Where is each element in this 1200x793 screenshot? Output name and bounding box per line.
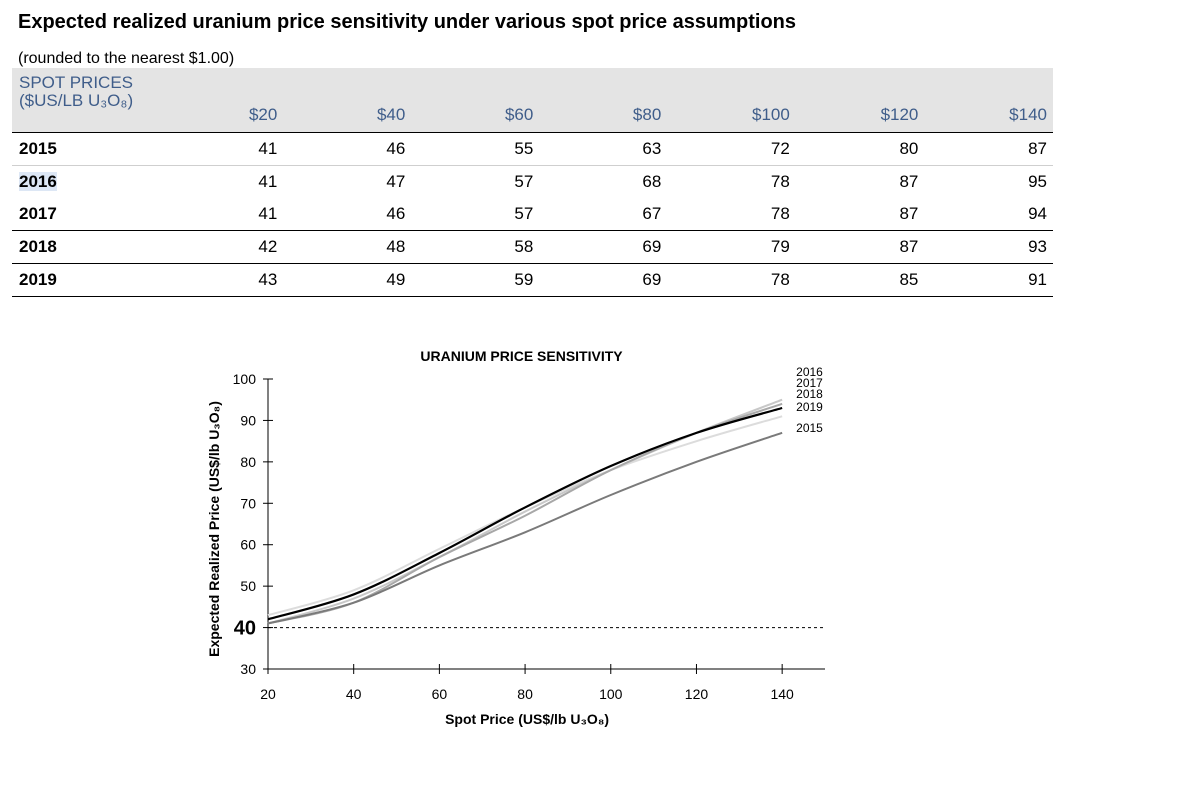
- series-line-2016: [267, 398, 783, 625]
- table-cell: 46: [283, 132, 412, 166]
- column-header: $100: [667, 68, 796, 133]
- y-tick-label: 90: [240, 412, 256, 428]
- row-year: 2016: [12, 166, 216, 199]
- table-cell: 67: [539, 198, 668, 231]
- x-tick-label: 80: [517, 686, 533, 702]
- table-cell: 49: [283, 263, 412, 297]
- table-cell: 78: [667, 263, 796, 297]
- table-cell: 59: [411, 263, 540, 297]
- table-cell: 55: [411, 132, 540, 166]
- header-label-line2: ($US/LB U₃O₈): [19, 91, 134, 110]
- table-title: Expected realized uranium price sensitiv…: [18, 11, 797, 33]
- table-cell: 80: [795, 132, 925, 166]
- x-tick-label: 60: [432, 686, 448, 702]
- x-axis-label: Spot Price (US$/lb U₃O₈): [445, 711, 609, 727]
- table-cell: 43: [216, 263, 284, 297]
- table-cell: 91: [924, 263, 1053, 297]
- column-header: $40: [283, 68, 412, 133]
- column-header: $80: [539, 68, 668, 133]
- y-tick-label: 40: [234, 618, 256, 640]
- y-tick-label: 70: [240, 495, 256, 511]
- column-header: $20: [216, 68, 284, 133]
- y-tick-label: 100: [233, 371, 257, 387]
- series-line-2017: [267, 402, 783, 625]
- column-header: $140: [924, 68, 1053, 133]
- table-row: 2019 43 49 59 69 78 85 91: [12, 263, 1053, 297]
- table-header-row: SPOT PRICES ($US/LB U₃O₈) $20 $40 $60 $8…: [12, 68, 1053, 133]
- legend-label-2016: 2016: [796, 365, 823, 379]
- row-year-highlight: 2016: [19, 172, 57, 191]
- row-year: 2019: [12, 263, 217, 297]
- y-tick-label: 30: [240, 661, 256, 677]
- table-cell: 94: [924, 198, 1053, 231]
- table-cell: 57: [411, 198, 540, 231]
- column-header: $120: [795, 68, 925, 133]
- header-label-line1: SPOT PRICES: [19, 73, 133, 92]
- legend-label-2017: 2017: [796, 376, 823, 390]
- y-tick-label: 60: [240, 537, 256, 553]
- row-year: 2017: [12, 198, 217, 231]
- column-header: $60: [411, 68, 540, 133]
- table-row: 2018 42 48 58 69 79 87 93: [12, 230, 1053, 264]
- row-year: 2015: [12, 132, 217, 166]
- x-tick-label: 20: [260, 686, 276, 702]
- table-cell: 68: [642, 172, 662, 191]
- uranium-price-chart: URANIUM PRICE SENSITIVITY 30 40 50 60 70 80 90 1…: [206, 348, 825, 727]
- x-tick-label: 100: [599, 686, 623, 702]
- chart-title: URANIUM PRICE SENSITIVITY: [420, 348, 623, 364]
- table-cell: 57: [514, 172, 534, 191]
- table-cell: 63: [539, 132, 668, 166]
- table-cell: 41: [258, 172, 278, 191]
- table-cell: 41: [216, 198, 284, 231]
- table-cell: 46: [283, 198, 412, 231]
- table-cell: 95: [1028, 172, 1047, 191]
- y-tick-label: 80: [240, 454, 256, 470]
- table-cell: 85: [795, 263, 925, 297]
- x-tick-label: 140: [770, 686, 794, 702]
- table-cell: 87: [795, 198, 925, 231]
- y-axis-label: Expected Realized Price (US$/lb U₃O₈): [206, 401, 222, 657]
- table-cell: 87: [924, 132, 1053, 166]
- legend-label-2019: 2019: [796, 400, 823, 414]
- table-cell: 69: [539, 230, 668, 264]
- table-cell: 41: [216, 132, 284, 166]
- table-cell: 93: [924, 230, 1053, 264]
- table-cell: 78: [667, 198, 796, 231]
- table-cell: 47: [386, 172, 406, 191]
- table-cell: 48: [283, 230, 412, 264]
- table-cell: 79: [667, 230, 796, 264]
- table-cell: 42: [216, 230, 284, 264]
- x-tick-label: 120: [685, 686, 709, 702]
- y-tick-label: 50: [240, 578, 256, 594]
- table-row: 2016 41 47 57 68 78 87 95: [12, 166, 1053, 199]
- row-year: 2018: [12, 230, 217, 264]
- sensitivity-table: SPOT PRICES ($US/LB U₃O₈) $20 $40 $60 $8…: [12, 68, 1053, 297]
- table-cell: 58: [411, 230, 540, 264]
- table-cell: 87: [899, 172, 919, 191]
- table-cell: 78: [770, 172, 790, 191]
- series-line-2018: [267, 406, 783, 621]
- table-cell: 87: [795, 230, 925, 264]
- table-row: 2017 41 46 57 67 78 87 94: [12, 198, 1053, 231]
- table-row: 2015 41 46 55 63 72 80 87: [12, 132, 1053, 166]
- table-cell: 72: [667, 132, 796, 166]
- table-cell: 69: [539, 263, 668, 297]
- table-subtitle: (rounded to the nearest $1.00): [18, 50, 235, 67]
- x-tick-label: 40: [346, 686, 362, 702]
- header-label: SPOT PRICES ($US/LB U₃O₈): [12, 68, 217, 133]
- legend-label-2015: 2015: [796, 421, 823, 435]
- series-line-2015: [267, 431, 783, 625]
- legend-label-2018: 2018: [796, 387, 823, 401]
